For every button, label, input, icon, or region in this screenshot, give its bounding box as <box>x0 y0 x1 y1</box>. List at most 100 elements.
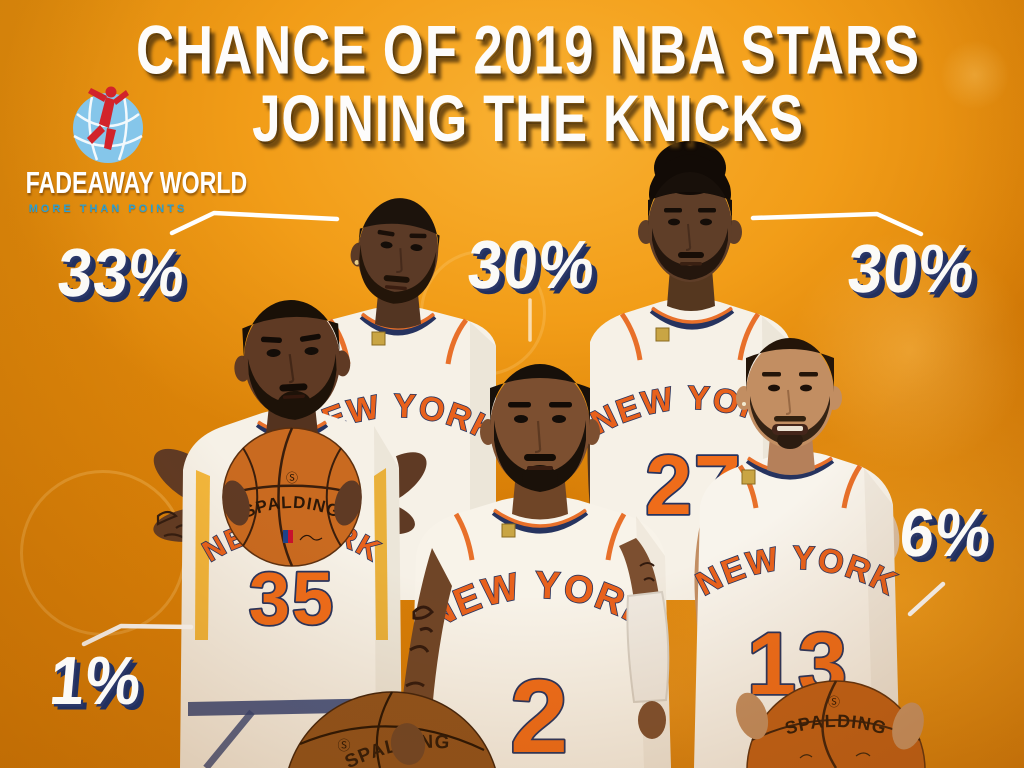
hand <box>334 480 362 526</box>
percent-label-front-right: 6% <box>896 495 995 572</box>
eyebrow <box>664 208 682 213</box>
neck <box>375 294 421 329</box>
ball-seam <box>325 447 342 547</box>
hair <box>242 300 340 361</box>
callout-line-33 <box>169 210 340 236</box>
eyebrow <box>299 333 321 342</box>
neckline-orange <box>493 508 587 528</box>
strap-trim <box>841 464 863 509</box>
strap-trim <box>453 512 475 561</box>
nba-logo-icon <box>288 530 293 543</box>
eye <box>800 384 812 392</box>
fadeaway-world-logo: FADEAWAY WORLD MORE THAN POINTS <box>5 84 248 215</box>
eye <box>410 244 423 252</box>
beard <box>494 420 586 492</box>
beard <box>652 228 728 280</box>
ball-seam <box>375 691 393 768</box>
mustache <box>678 252 704 258</box>
mouth <box>384 285 407 291</box>
eye <box>514 415 528 423</box>
percent-label-front-left: 1% <box>46 643 145 720</box>
strap-trim <box>737 464 759 509</box>
teeth <box>777 426 803 431</box>
nose <box>685 223 692 251</box>
mouth <box>282 394 305 399</box>
title-line-2: JOINING THE KNICKS <box>252 81 804 156</box>
logo-tagline: MORE THAN POINTS <box>28 203 188 215</box>
signature <box>299 534 323 541</box>
hand <box>222 480 250 526</box>
callout-line-1 <box>81 623 194 647</box>
ball <box>288 692 496 768</box>
callout-line-6 <box>907 581 946 617</box>
ball-seam <box>299 725 485 751</box>
arm-tattoos <box>639 562 655 582</box>
mustache <box>383 275 410 283</box>
gold-side-trim <box>195 470 210 640</box>
logo-player-icon <box>87 86 129 150</box>
spalding-s-icon: Ⓢ <box>286 471 298 485</box>
eyebrow <box>799 372 818 377</box>
jersey <box>410 495 671 768</box>
hand <box>390 723 426 765</box>
neckline-navy <box>359 313 437 336</box>
hair <box>746 338 834 392</box>
chin-goatee <box>777 431 803 449</box>
percent-label-center: 30% <box>464 227 599 304</box>
player-center: NEW YORK 2 Ⓢ SPALDING <box>288 364 671 768</box>
spalding-s-icon: Ⓢ <box>337 739 350 754</box>
arm-tattoos <box>405 605 435 688</box>
hairline <box>648 172 732 226</box>
face <box>243 302 341 418</box>
nba-logo-icon <box>283 530 288 543</box>
mustache <box>524 454 556 461</box>
hand <box>735 692 769 740</box>
strap-trim <box>737 312 761 361</box>
neckline-navy <box>745 457 835 480</box>
eye <box>552 415 566 423</box>
eye <box>668 218 680 226</box>
neckline-navy <box>491 509 589 534</box>
hand <box>638 701 666 739</box>
player-front-left: NEW YORK 35 Ⓢ SPALDING <box>153 300 427 768</box>
chin-beard <box>522 465 558 491</box>
strap-trim <box>619 312 643 361</box>
gold-patch <box>371 331 386 346</box>
ball <box>223 428 361 566</box>
left-upper-arm <box>619 538 659 600</box>
face <box>648 174 732 282</box>
gold-patch <box>501 523 516 538</box>
nose <box>534 420 542 454</box>
logo-wordmark: FADEAWAY WORLD <box>25 167 248 201</box>
eye <box>700 218 712 226</box>
strap-trim <box>605 512 627 561</box>
gold-side-trim <box>374 468 388 640</box>
eyebrow <box>549 402 572 408</box>
eyebrow <box>762 372 781 377</box>
ball-fine-print <box>799 752 871 759</box>
gold-patch <box>655 327 670 342</box>
mustache <box>279 383 308 392</box>
earring <box>354 260 360 265</box>
neckline-orange <box>650 306 734 324</box>
title: CHANCE OF 2019 NBA STARS JOINING THE KNI… <box>16 11 1024 154</box>
earring <box>742 402 746 406</box>
nose <box>288 353 295 384</box>
eyebrow <box>260 336 282 344</box>
gold-patch <box>741 469 756 485</box>
title-line-1: CHANCE OF 2019 NBA STARS <box>136 11 920 89</box>
shooting-sleeve <box>626 590 670 704</box>
player-front-right: NEW YORK 13 Ⓢ SPALDING <box>689 338 926 768</box>
shorts-trim <box>203 709 255 768</box>
eyebrow <box>698 208 716 213</box>
head <box>638 141 742 282</box>
face <box>490 366 590 490</box>
eye <box>768 384 780 392</box>
jersey-number: 35 <box>249 557 335 640</box>
mouth <box>527 466 553 470</box>
hair <box>358 198 440 254</box>
basketball: Ⓢ SPALDING <box>746 680 926 768</box>
beard <box>750 396 830 446</box>
ball <box>747 681 925 768</box>
head <box>480 364 600 492</box>
